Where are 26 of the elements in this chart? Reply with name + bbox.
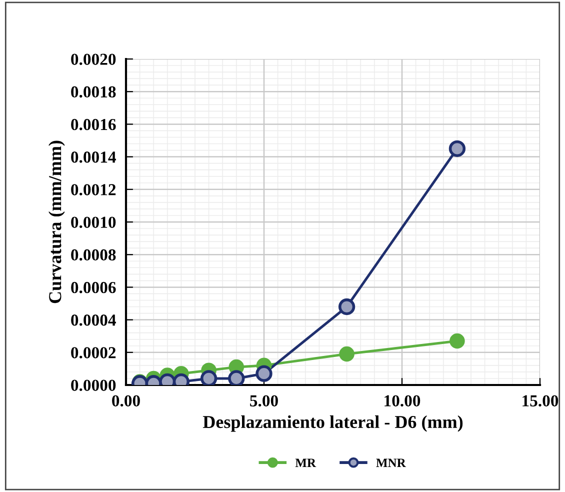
y-tick-label: 0.0020 bbox=[71, 54, 116, 66]
y-tick-label: 0.0004 bbox=[71, 314, 116, 326]
x-tick-label: 15.00 bbox=[522, 395, 558, 407]
y-tick-label: 0.0018 bbox=[71, 86, 116, 98]
point bbox=[228, 370, 245, 385]
x-axis-title: Desplazamiento lateral - D6 (mm) bbox=[202, 415, 463, 432]
y-tick-label: 0.0014 bbox=[71, 152, 116, 163]
y-tick-label: 0.0008 bbox=[71, 249, 116, 261]
y-tick-label: 0.0006 bbox=[71, 282, 116, 294]
point bbox=[450, 333, 465, 349]
point bbox=[339, 346, 354, 362]
point bbox=[256, 365, 272, 382]
legend-label: MNR bbox=[376, 458, 406, 467]
y-tick-label: 0.0012 bbox=[71, 184, 116, 196]
y-tick-label: 0.0000 bbox=[71, 380, 116, 392]
y-tick-label: 0.0016 bbox=[71, 118, 116, 130]
legend-label: MR bbox=[295, 458, 316, 467]
y-tick-label: 0.0002 bbox=[71, 347, 116, 358]
point bbox=[448, 140, 466, 157]
x-tick-label: 0.00 bbox=[112, 395, 140, 407]
x-tick-label: 10.00 bbox=[384, 395, 420, 407]
y-tick-label: 0.0010 bbox=[71, 216, 116, 228]
point bbox=[338, 298, 356, 316]
y-axis-title: Curvatura (mm/mm) bbox=[48, 140, 65, 304]
point bbox=[200, 370, 218, 385]
x-tick-label: 5.00 bbox=[250, 395, 278, 407]
